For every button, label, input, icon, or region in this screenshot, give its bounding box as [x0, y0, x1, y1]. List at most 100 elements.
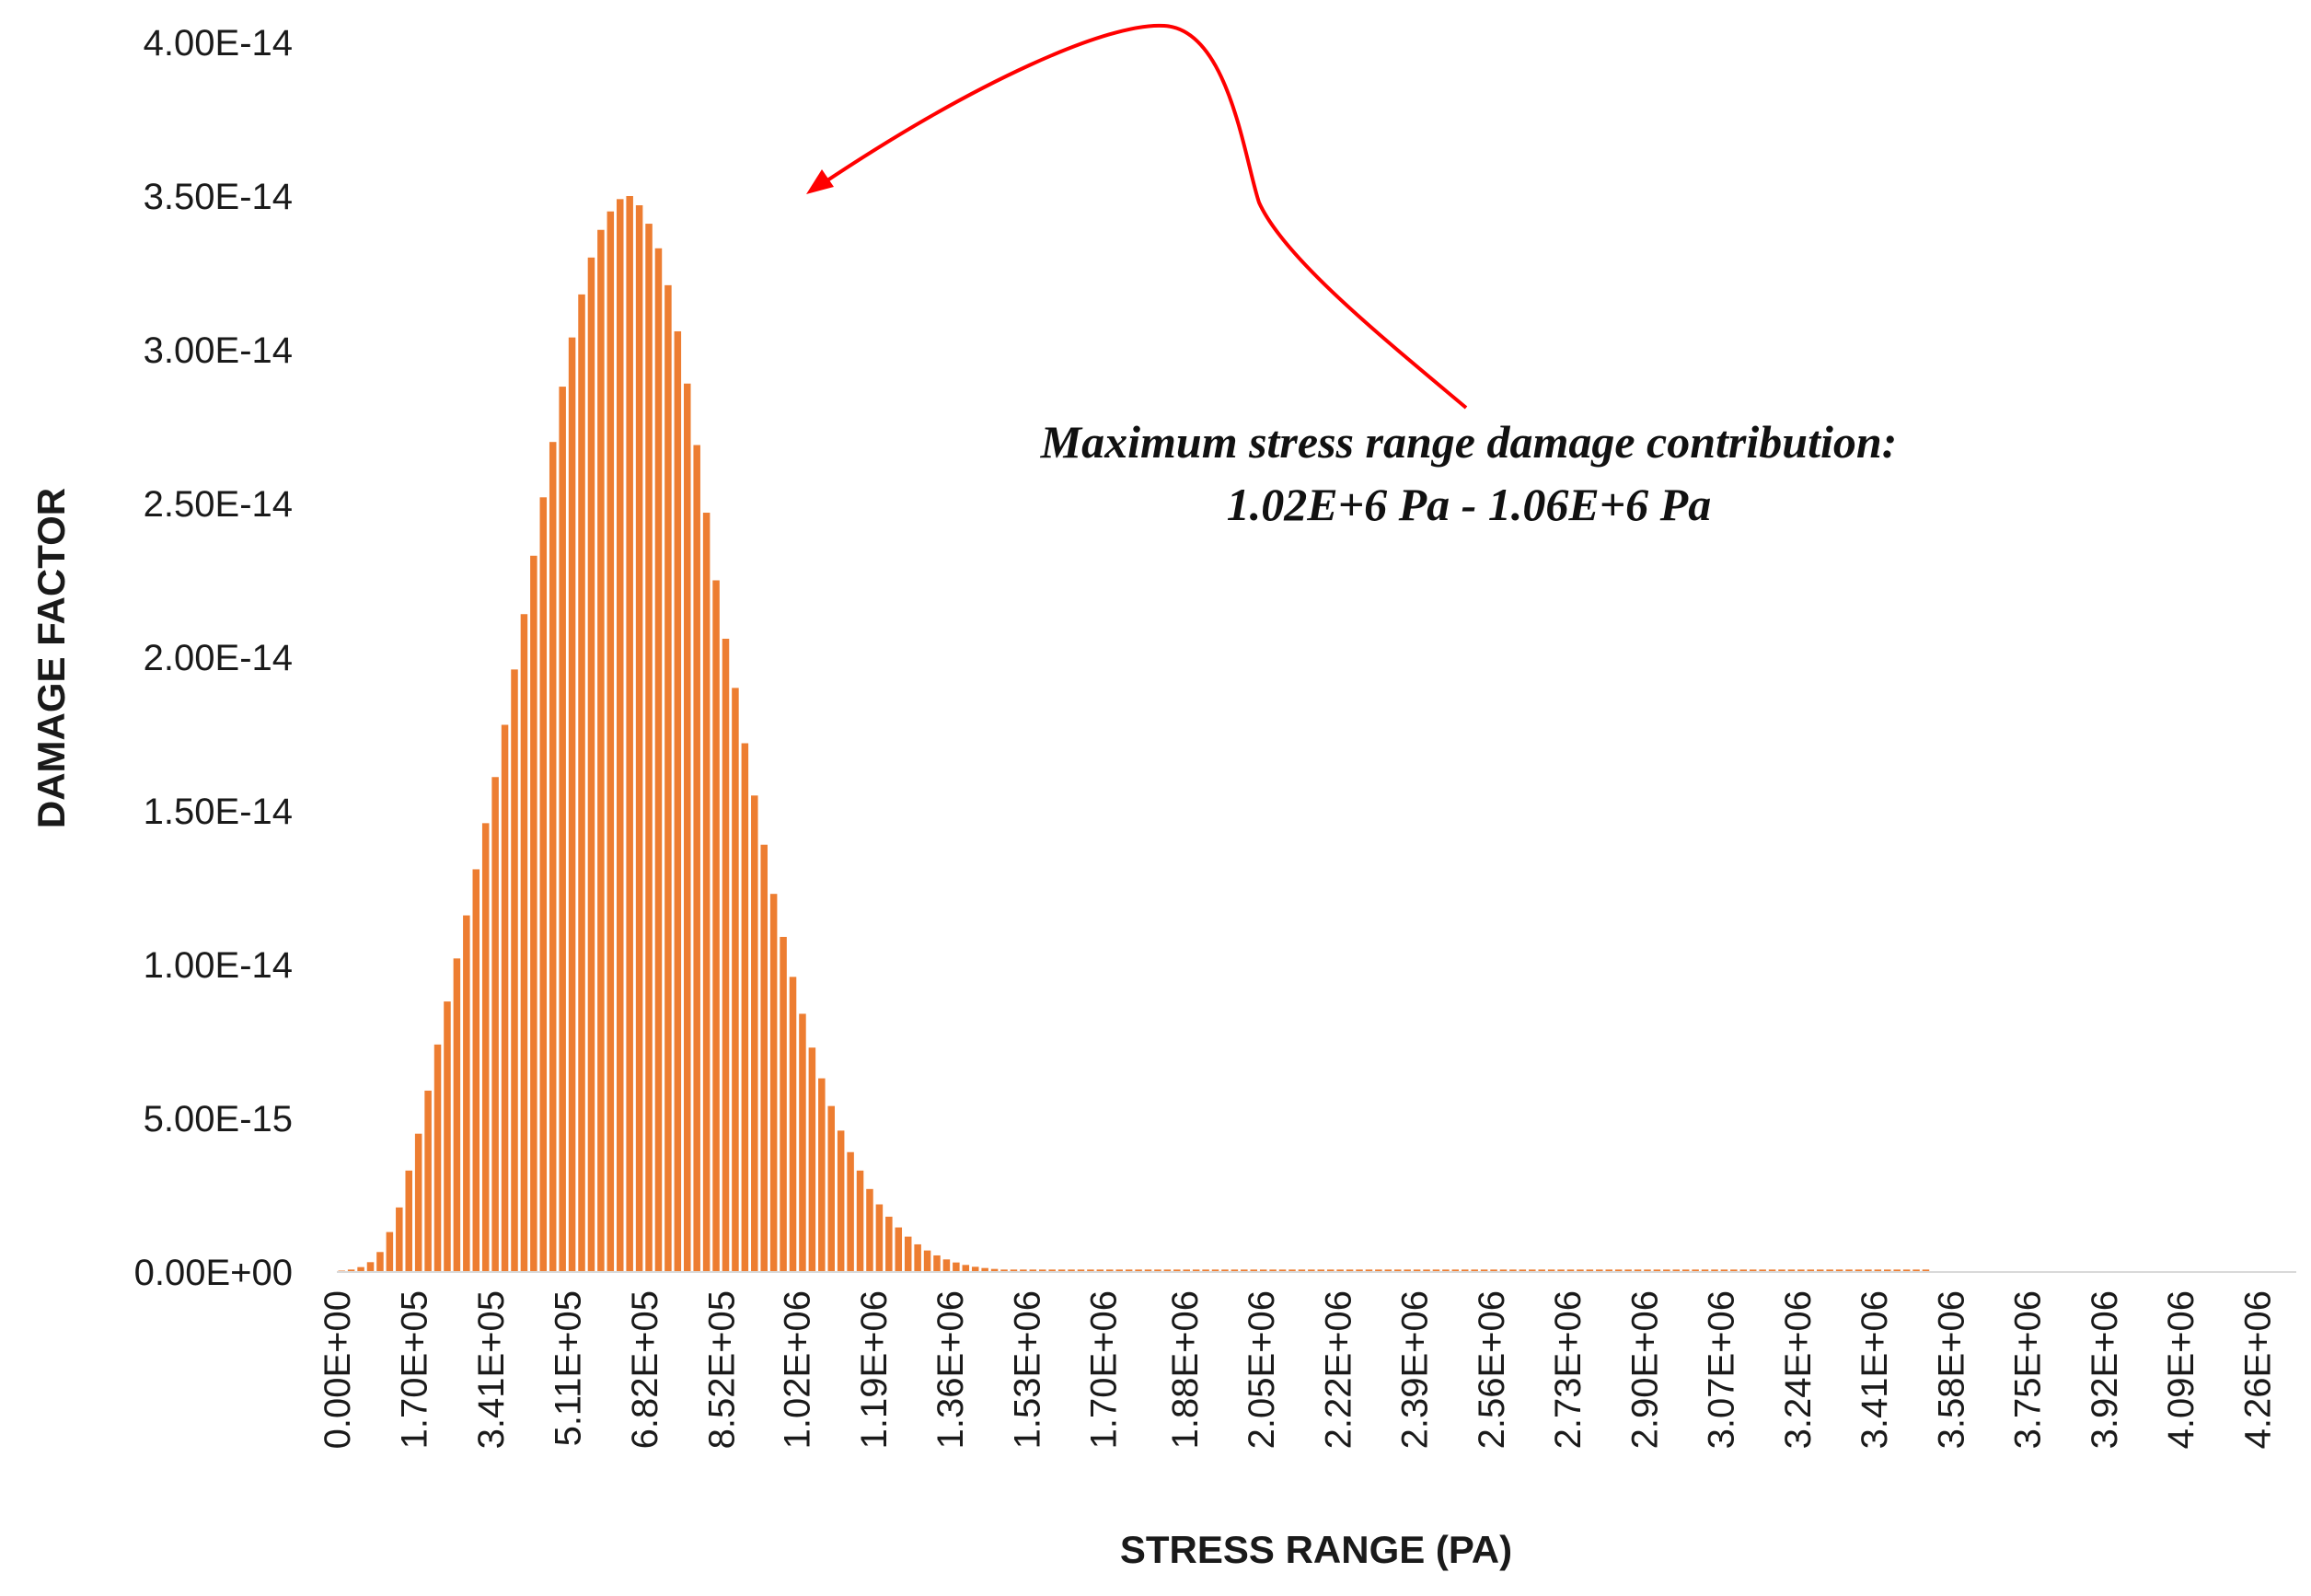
bar	[1538, 1269, 1545, 1272]
bar	[1038, 1269, 1046, 1272]
bar	[1577, 1269, 1584, 1272]
bar	[866, 1188, 873, 1272]
bar	[587, 257, 595, 1272]
bar	[1135, 1269, 1142, 1272]
bar	[674, 330, 682, 1273]
bar	[444, 1001, 451, 1272]
bar	[760, 844, 768, 1272]
bar	[511, 669, 518, 1272]
bar	[424, 1090, 432, 1272]
bar	[1326, 1269, 1335, 1272]
y-tick-label: 1.50E-14	[144, 792, 293, 832]
bar	[856, 1170, 864, 1272]
bar	[1768, 1269, 1776, 1272]
x-tick-label: 4.26E+06	[2237, 1290, 2278, 1449]
bar	[1902, 1269, 1911, 1272]
bar	[1720, 1269, 1728, 1272]
bar	[635, 205, 643, 1272]
bar	[1432, 1269, 1440, 1272]
bar	[1912, 1269, 1920, 1272]
bar	[491, 777, 499, 1272]
bar	[1211, 1269, 1219, 1272]
bar	[1605, 1269, 1612, 1272]
bar	[1413, 1269, 1421, 1272]
bar	[396, 1207, 403, 1272]
x-tick-label: 1.36E+06	[930, 1290, 971, 1449]
bar	[1644, 1269, 1651, 1272]
x-tick-label: 2.05E+06	[1242, 1290, 1282, 1449]
x-tick-label: 4.09E+06	[2161, 1290, 2201, 1449]
y-tick-label: 0.00E+00	[134, 1253, 293, 1293]
bar	[1778, 1269, 1785, 1272]
bar	[1462, 1269, 1469, 1272]
bar	[1231, 1269, 1239, 1272]
bar	[1672, 1269, 1681, 1272]
bar	[827, 1105, 835, 1272]
bar	[1835, 1269, 1843, 1272]
bar	[1288, 1269, 1296, 1272]
bar	[1711, 1269, 1718, 1272]
bar	[626, 196, 633, 1272]
bar	[1499, 1269, 1508, 1272]
bar	[1547, 1269, 1555, 1272]
x-tick-label: 1.70E+06	[1084, 1290, 1125, 1449]
y-tick-label: 2.00E-14	[144, 638, 293, 678]
bar	[1730, 1269, 1738, 1272]
x-tick-label: 2.39E+06	[1395, 1290, 1436, 1449]
bar	[1816, 1269, 1824, 1272]
bar	[1807, 1269, 1815, 1272]
bars-group	[338, 196, 1930, 1273]
x-tick-label: 3.07E+06	[1702, 1290, 1742, 1449]
x-tick-label: 3.41E+06	[1855, 1290, 1895, 1449]
bar	[1845, 1269, 1853, 1272]
bar	[376, 1252, 384, 1272]
bar	[684, 383, 691, 1272]
bar	[1336, 1269, 1344, 1272]
bar	[751, 795, 758, 1272]
x-tick-label: 1.19E+06	[854, 1290, 895, 1449]
bar	[780, 936, 787, 1272]
x-axis-title: STRESS RANGE (PA)	[1120, 1528, 1512, 1571]
x-axis-ticks: 0.00E+00 1.70E+05 3.41E+05 5.11E+05 6.82E+05…	[318, 1290, 2278, 1449]
x-tick-label: 2.22E+06	[1318, 1290, 1358, 1449]
bar	[953, 1262, 960, 1272]
bar	[520, 614, 528, 1272]
y-tick-label: 3.00E-14	[144, 330, 293, 371]
bar	[472, 869, 480, 1272]
bar	[481, 823, 490, 1272]
bar	[1490, 1269, 1497, 1272]
bar	[808, 1047, 816, 1272]
bar	[607, 211, 615, 1273]
x-tick-label: 3.92E+06	[2085, 1290, 2125, 1449]
bar	[990, 1268, 999, 1272]
bar	[453, 958, 461, 1272]
bar	[501, 724, 509, 1272]
bar	[1596, 1269, 1603, 1272]
bar	[1480, 1269, 1488, 1272]
y-tick-label: 4.00E-14	[144, 23, 293, 64]
bar	[1317, 1269, 1325, 1272]
x-tick-label: 1.70E+05	[394, 1290, 434, 1449]
bar	[597, 229, 605, 1273]
bar	[386, 1232, 394, 1272]
bar	[818, 1078, 826, 1272]
bar	[559, 387, 566, 1273]
bar	[433, 1044, 442, 1272]
bar	[414, 1133, 422, 1272]
bar	[1797, 1269, 1805, 1272]
bar	[1681, 1269, 1690, 1272]
bar	[1749, 1269, 1757, 1272]
annotation-arrowhead	[806, 169, 834, 194]
bar	[1701, 1269, 1709, 1272]
bar	[1922, 1269, 1930, 1272]
bar	[799, 1013, 806, 1272]
bar	[942, 1259, 951, 1272]
x-tick-label: 1.88E+06	[1165, 1290, 1206, 1449]
bar	[769, 894, 778, 1272]
bar	[914, 1243, 921, 1272]
annotation-text-line-1: Maximum stress range damage contribution…	[1040, 416, 1898, 468]
y-axis-ticks: 0.00E+00 5.00E-15 1.00E-14 1.50E-14 2.00E-14…	[134, 23, 293, 1293]
bar	[1221, 1269, 1229, 1272]
bar	[1826, 1269, 1833, 1272]
bar	[1865, 1269, 1872, 1272]
